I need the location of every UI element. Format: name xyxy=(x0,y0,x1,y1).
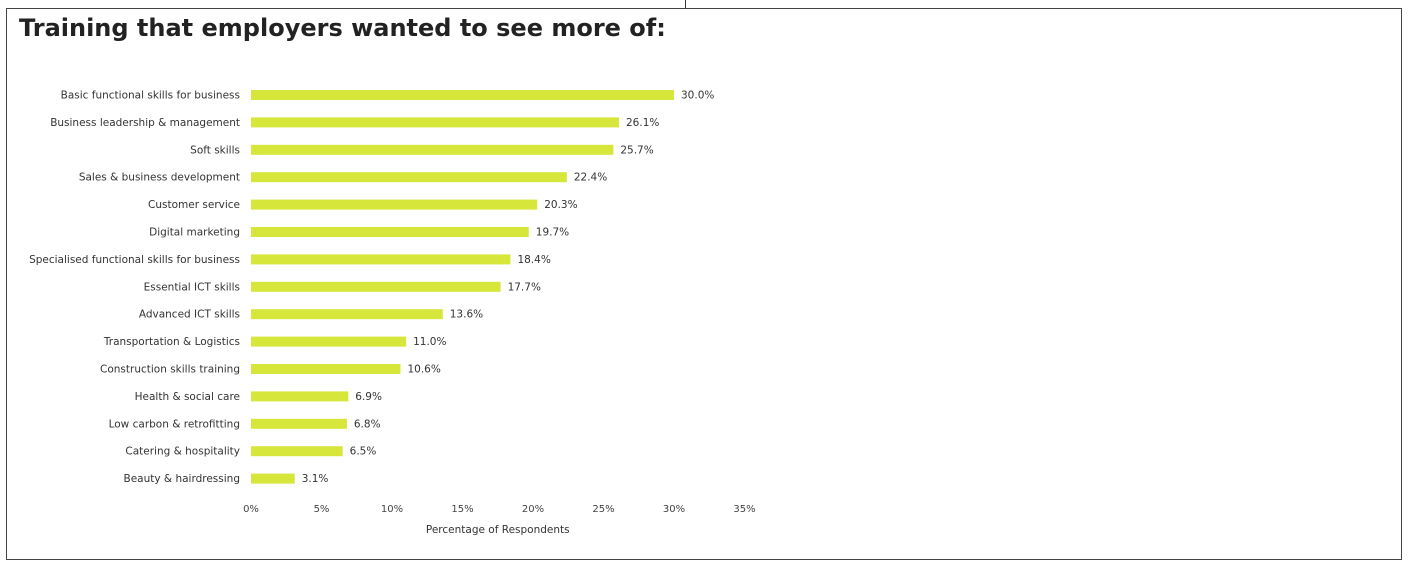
bar xyxy=(251,336,407,347)
top-divider xyxy=(685,0,686,8)
data-label: 6.9% xyxy=(355,391,382,403)
bar xyxy=(251,391,349,402)
x-tick-label: 20% xyxy=(522,504,544,515)
category-label: Basic functional skills for business xyxy=(61,90,240,102)
x-tick-label: 25% xyxy=(592,504,614,515)
data-label: 10.6% xyxy=(407,364,440,376)
x-tick-label: 30% xyxy=(663,504,685,515)
category-label: Customer service xyxy=(148,199,240,211)
data-label: 22.4% xyxy=(574,172,607,184)
data-label: 18.4% xyxy=(517,254,550,266)
bar xyxy=(251,446,343,457)
bar xyxy=(251,117,620,128)
category-label: Transportation & Logistics xyxy=(103,336,240,348)
bar xyxy=(251,364,401,374)
category-label: Sales & business development xyxy=(79,172,240,184)
category-label: Digital marketing xyxy=(149,227,240,239)
x-axis-label: Percentage of Respondents xyxy=(426,524,570,536)
data-label: 25.7% xyxy=(620,144,653,156)
x-tick-label: 10% xyxy=(381,504,403,515)
bar xyxy=(251,473,295,484)
chart-title: Training that employers wanted to see mo… xyxy=(19,14,666,42)
x-tick-label: 35% xyxy=(733,504,755,515)
category-label: Essential ICT skills xyxy=(144,281,240,293)
data-label: 19.7% xyxy=(536,227,569,239)
data-label: 6.5% xyxy=(350,446,377,458)
data-label: 20.3% xyxy=(544,199,577,211)
category-label: Health & social care xyxy=(135,391,240,403)
category-label: Catering & hospitality xyxy=(125,446,240,458)
category-label: Soft skills xyxy=(190,144,240,156)
data-label: 13.6% xyxy=(450,309,483,321)
data-label: 11.0% xyxy=(413,336,446,348)
data-label: 30.0% xyxy=(681,90,714,102)
bar xyxy=(251,90,674,100)
bar xyxy=(251,254,511,265)
data-label: 3.1% xyxy=(302,473,329,485)
bar xyxy=(251,144,614,155)
x-tick-label: 15% xyxy=(451,504,473,515)
bar xyxy=(251,199,538,210)
category-label: Business leadership & management xyxy=(50,117,240,129)
chart-panel: Training that employers wanted to see mo… xyxy=(6,8,1402,560)
bar xyxy=(251,172,567,183)
data-label: 6.8% xyxy=(354,418,381,430)
category-label: Specialised functional skills for busine… xyxy=(29,254,240,266)
bar xyxy=(251,309,443,320)
category-label: Beauty & hairdressing xyxy=(124,473,240,485)
data-label: 26.1% xyxy=(626,117,659,129)
x-tick-label: 0% xyxy=(243,504,259,515)
category-label: Low carbon & retrofitting xyxy=(109,418,240,430)
bar xyxy=(251,281,501,292)
category-label: Advanced ICT skills xyxy=(139,309,240,321)
bar xyxy=(251,418,347,429)
category-label: Construction skills training xyxy=(100,364,240,376)
bar xyxy=(251,227,529,237)
x-tick-label: 5% xyxy=(314,504,330,515)
data-label: 17.7% xyxy=(508,281,541,293)
